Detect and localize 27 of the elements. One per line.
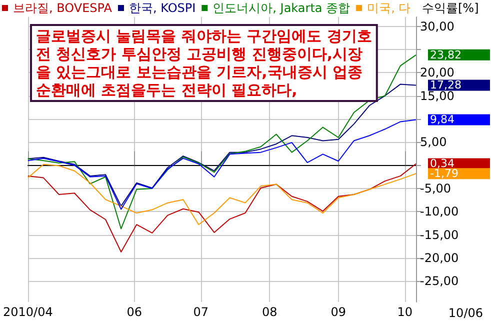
line-series (27, 119, 416, 210)
data-label: 9,84 (430, 113, 454, 126)
y-tick-label: 5,00 (420, 135, 447, 150)
y-tick-label: -15,00 (420, 228, 459, 242)
line-series (27, 84, 416, 207)
y-tick-label: -10,00 (420, 204, 459, 219)
y-tick-label: 20,00 (420, 66, 454, 80)
y-tick-label: -20,00 (420, 250, 459, 265)
x-tick-label: 10 (397, 305, 413, 319)
legend-label: 한국, KOSPI (128, 1, 196, 15)
x-tick-label: 07 (193, 305, 209, 319)
y-tick-label: -25,00 (420, 274, 459, 288)
line-series (27, 163, 416, 252)
y-tick-label: 30,00 (420, 19, 454, 34)
legend-label: 브라질, BOVESPA (13, 1, 113, 15)
x-tick-label: 08 (262, 305, 278, 319)
data-label: 23,82 (430, 48, 462, 62)
y-axis-title: 수익률[%] (422, 1, 479, 15)
legend-label: 미국, 다 (367, 1, 411, 15)
x-tick-label: 06 (126, 305, 142, 319)
text: 10/06 (448, 306, 484, 320)
x-tick-label: 09 (330, 305, 346, 319)
x-tick-label: 2010/04 (2, 305, 53, 319)
legend-label: 인도너시아, Jakarta 종합 (212, 1, 350, 15)
y-tick-label: -5,00 (420, 181, 452, 196)
annotation: 글로벌증시 눌림목을 줘야하는 구간임에도 경기호 전 청신호가 투심안정 고공비행 진행중이다,시장 을 있는그대로 보는습관을 기르자,국내증시 업종 순환매에 초점을두는 전략이 필요하다, (36, 27, 372, 99)
line-series (27, 164, 416, 226)
